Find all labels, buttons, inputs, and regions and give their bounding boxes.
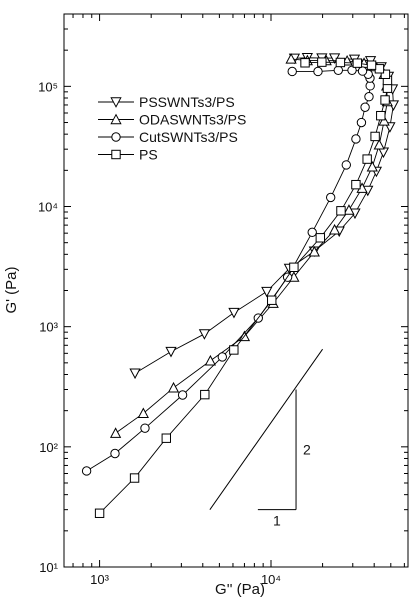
data-point: [362, 154, 372, 164]
data-point: [267, 295, 277, 305]
legend-marker: [110, 113, 122, 125]
data-point: [356, 117, 367, 128]
data-point: [313, 66, 323, 77]
data-point: [200, 389, 210, 400]
legend-marker: [110, 97, 122, 108]
data-point: [333, 65, 343, 75]
data-point: [382, 83, 393, 93]
data-point: [217, 352, 228, 362]
data-point: [110, 448, 120, 459]
data-point: [285, 53, 297, 64]
data-point: [341, 160, 351, 170]
slope-hypotenuse: [209, 348, 323, 510]
y-axis-title: G' (Pa): [3, 266, 20, 313]
y-tick-label: 10⁵: [38, 79, 58, 94]
data-point: [364, 92, 374, 102]
data-point: [140, 423, 150, 433]
data-point: [204, 354, 217, 366]
axis-ticks: 10³ 10⁴ 10¹ 10² 10³ 10⁴ 10⁵: [38, 13, 408, 587]
data-point: [325, 192, 336, 203]
series-line: [86, 69, 371, 472]
data-point: [307, 227, 317, 238]
series-square: [94, 57, 393, 518]
data-point: [374, 64, 385, 74]
data-point: [366, 160, 378, 172]
data-point: [109, 427, 122, 438]
data-point: [300, 58, 310, 68]
data-point: [336, 206, 346, 216]
data-point: [129, 473, 140, 483]
data-point: [380, 69, 391, 79]
legend-label: PSSWNTs3/PS: [139, 94, 235, 110]
data-point: [317, 57, 327, 67]
legend-marker: [111, 132, 121, 142]
data-point: [351, 179, 361, 190]
data-point: [228, 307, 240, 319]
data-point: [376, 110, 386, 121]
data-point: [161, 433, 171, 443]
data-point: [366, 60, 377, 70]
data-point: [165, 346, 177, 358]
data-point: [343, 204, 355, 215]
data-point: [167, 381, 180, 393]
data-point: [378, 115, 390, 126]
y-tick-label: 10²: [39, 440, 58, 455]
data-point: [360, 102, 370, 112]
data-point: [347, 65, 357, 75]
data-point: [380, 95, 390, 105]
data-point: [198, 329, 211, 340]
data-point: [328, 223, 341, 235]
slope-run-label: 1: [273, 513, 281, 529]
data-point: [129, 368, 141, 380]
legend-label: PS: [139, 147, 158, 163]
data-point: [308, 245, 320, 257]
data-point: [261, 286, 273, 298]
y-tick-label: 10¹: [39, 560, 58, 575]
data-point: [373, 138, 385, 150]
data-point: [287, 66, 297, 77]
x-tick-label: 10³: [90, 572, 109, 587]
legend-label: CutSWNTs3/PS: [139, 129, 238, 145]
data-point: [137, 407, 149, 419]
data-point: [351, 134, 361, 144]
x-axis-title: G'' (Pa): [215, 581, 265, 598]
slope-rise-label: 2: [303, 442, 311, 458]
plot-frame: [63, 13, 409, 568]
data-point: [370, 131, 380, 142]
data-point: [352, 58, 363, 68]
y-tick-label: 10³: [39, 320, 58, 335]
legend-label: ODASWNTs3/PS: [139, 112, 246, 128]
data-point: [94, 508, 105, 518]
series-layer: [81, 53, 400, 518]
data-point: [177, 390, 188, 400]
y-tick-label: 10⁴: [38, 200, 58, 215]
data-point: [289, 262, 299, 272]
data-point: [81, 466, 92, 476]
data-point: [229, 345, 239, 355]
data-point: [365, 81, 375, 91]
x-tick-label: 10⁴: [261, 572, 281, 587]
data-point: [315, 233, 326, 243]
slope-triangle: 21: [209, 348, 323, 529]
data-point: [357, 66, 368, 76]
data-point: [335, 57, 346, 68]
legend-marker: [111, 149, 121, 160]
series-circle: [81, 65, 375, 476]
